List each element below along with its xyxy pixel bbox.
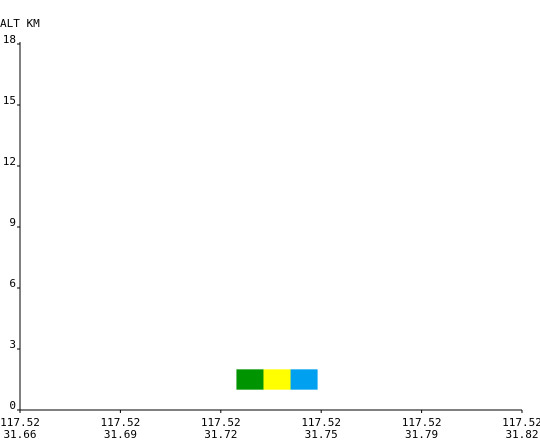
x-tick-label-lon: 117.52: [402, 416, 442, 429]
y-tick-label: 15: [3, 94, 16, 107]
data-cell: [290, 369, 318, 390]
y-tick-label: 18: [3, 33, 16, 46]
data-cell: [263, 369, 291, 390]
y-tick-label: 12: [3, 155, 16, 168]
y-axis-title: ALT KM: [0, 17, 40, 30]
x-tick-label-lat: 31.72: [204, 428, 237, 440]
y-tick-label: 9: [9, 216, 16, 229]
y-tick-label: 6: [9, 277, 16, 290]
x-tick-label-lat: 31.69: [104, 428, 137, 440]
y-tick-label: 0: [9, 399, 16, 412]
x-tick-label-lat: 31.75: [305, 428, 338, 440]
data-cell: [236, 369, 264, 390]
x-tick-label-lon: 117.52: [101, 416, 141, 429]
x-tick-label-lat: 31.79: [405, 428, 438, 440]
x-tick-label-lat: 31.66: [3, 428, 36, 440]
x-tick-label-lon: 117.52: [301, 416, 341, 429]
y-tick-label: 3: [9, 338, 16, 351]
x-tick-label-lon: 117.52: [201, 416, 241, 429]
x-tick-label-lat: 31.82: [505, 428, 538, 440]
x-tick-label-lon: 117.52: [502, 416, 540, 429]
x-tick-label-lon: 117.52: [0, 416, 40, 429]
